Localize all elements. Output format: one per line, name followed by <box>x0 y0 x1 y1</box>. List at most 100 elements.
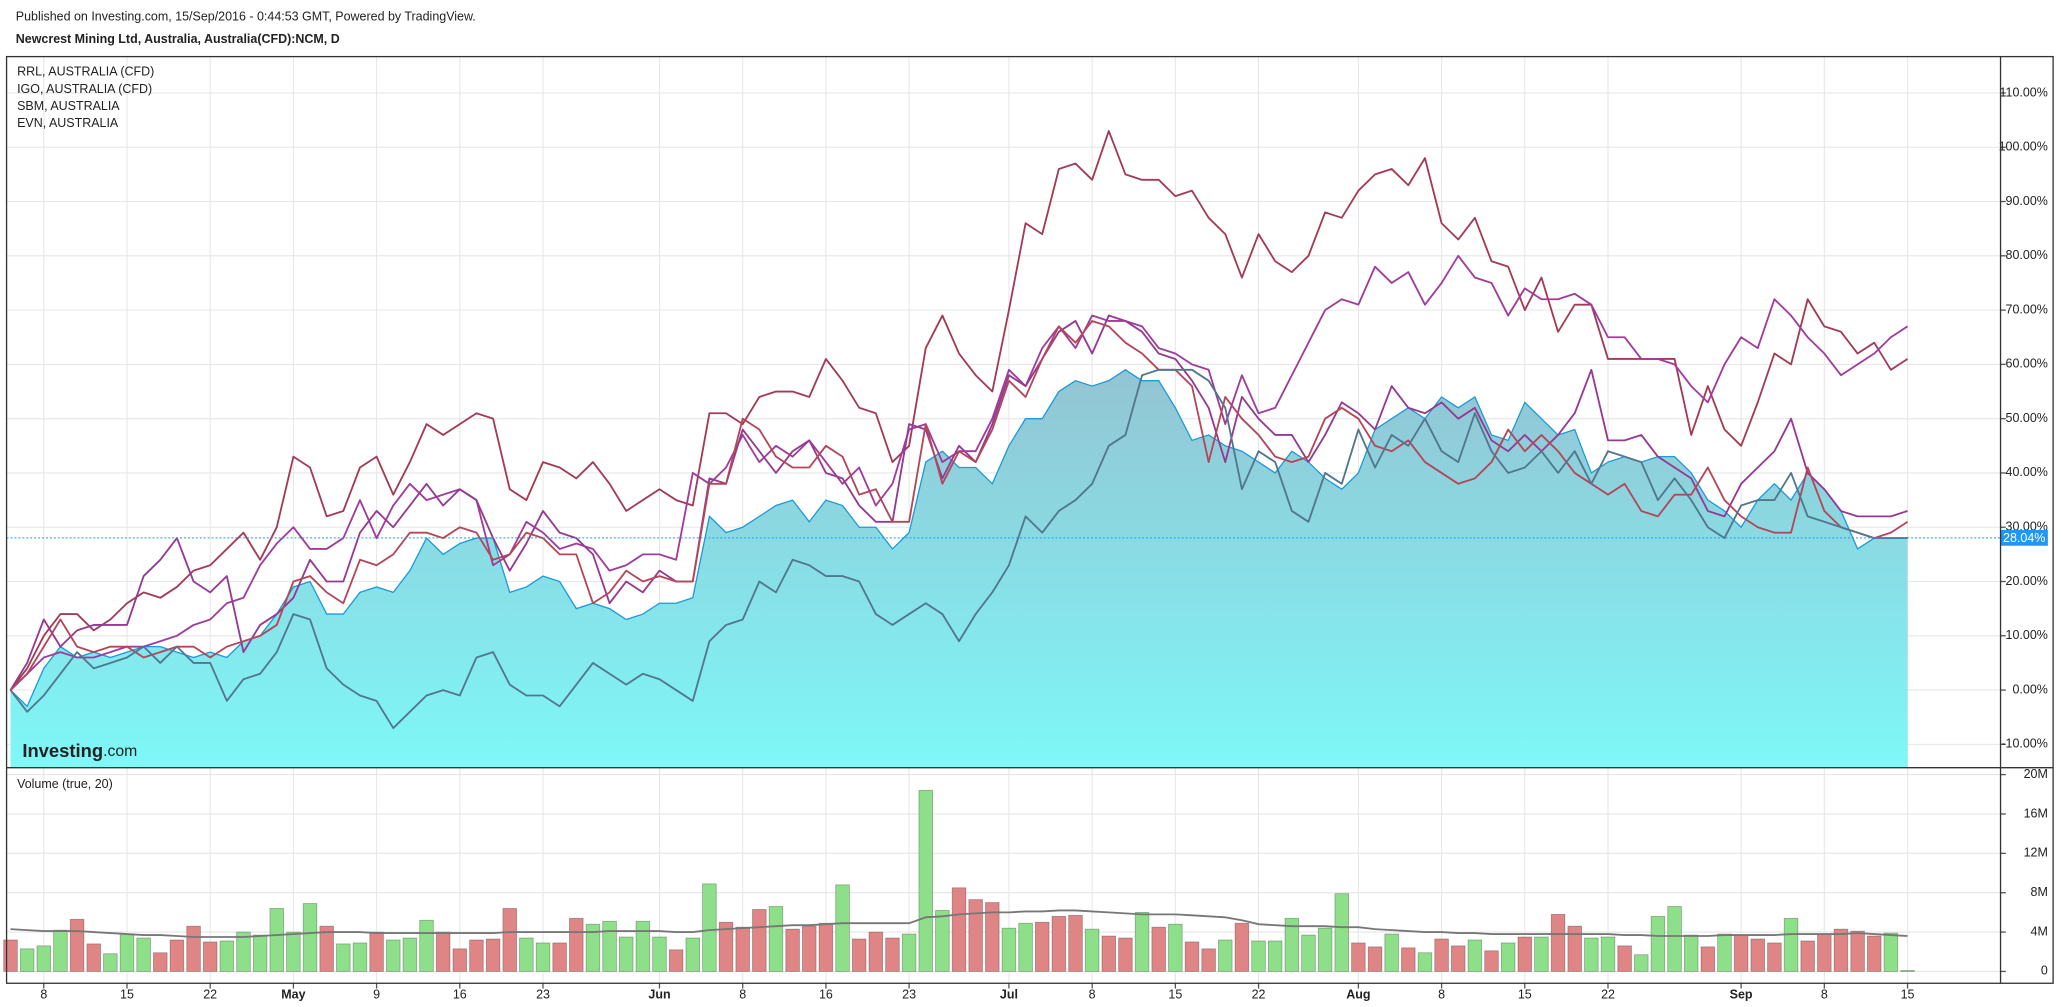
x-tick-label: Aug <box>1346 987 1370 1001</box>
y-tick-label: 60.00% <box>2006 357 2048 371</box>
volume-bar <box>386 939 401 972</box>
x-tick-label: 23 <box>902 987 916 1001</box>
volume-bar <box>1434 938 1449 972</box>
volume-bar <box>685 937 701 972</box>
volume-bar <box>219 940 235 972</box>
x-tick-label: Jul <box>1000 987 1018 1001</box>
volume-bar <box>635 920 651 972</box>
volume-bar <box>452 948 468 972</box>
volume-bar <box>818 922 834 972</box>
volume-bar <box>702 883 717 972</box>
legend-entry: IGO, AUSTRALIA (CFD) <box>17 82 152 96</box>
y-tick-label: 0.00% <box>2012 682 2047 696</box>
volume-bar <box>119 933 135 972</box>
volume-bar <box>1151 926 1166 972</box>
volume-bar <box>302 903 318 972</box>
volume-bar <box>718 921 734 972</box>
volume-bar <box>1334 893 1349 972</box>
x-tick-label: 8 <box>1089 987 1096 1001</box>
volume-bar <box>1234 922 1250 972</box>
volume-bar <box>885 937 900 972</box>
volume-bar <box>1467 939 1483 972</box>
volume-bar <box>485 938 501 972</box>
volume-bar <box>1018 922 1033 972</box>
volume-bar <box>1750 938 1765 972</box>
volume-bar <box>1484 950 1499 972</box>
volume-bar <box>1367 946 1383 972</box>
volume-bar <box>319 925 334 972</box>
y-tick-label: 10.00% <box>2006 628 2048 642</box>
volume-bar <box>1584 937 1599 972</box>
volume-bar <box>1567 925 1582 972</box>
x-tick-label: 16 <box>453 987 467 1001</box>
x-tick-label: 9 <box>373 987 380 1001</box>
volume-bar <box>1451 945 1466 972</box>
chart-title: Newcrest Mining Ltd, Australia, Australi… <box>16 32 340 46</box>
volume-bar <box>1134 911 1150 972</box>
logo: Investing.com <box>22 740 137 761</box>
volume-bar <box>1301 934 1316 972</box>
volume-bar <box>236 931 251 972</box>
volume-bar <box>1184 941 1200 972</box>
volume-bar <box>1251 940 1266 972</box>
y-tick-label: 20M <box>2024 767 2048 781</box>
volume-bar <box>602 920 617 972</box>
volume-bar <box>1800 940 1815 972</box>
y-tick-label: 90.00% <box>2006 194 2048 208</box>
y-tick-label: 100.00% <box>1999 140 2048 154</box>
y-tick-label: 50.00% <box>2006 411 2048 425</box>
volume-bar <box>1417 952 1433 972</box>
volume-bar <box>652 936 667 972</box>
volume-bar <box>103 953 118 972</box>
x-tick-label: 16 <box>819 987 833 1001</box>
volume-bar <box>1700 946 1716 972</box>
y-tick-label: 80.00% <box>2006 248 2048 262</box>
volume-bar <box>269 908 284 972</box>
y-tick-label: 12M <box>2024 846 2048 860</box>
x-tick-label: Jun <box>648 987 670 1001</box>
volume-bar <box>1034 921 1050 972</box>
volume-bar <box>1051 915 1067 972</box>
x-tick-label: 22 <box>203 987 217 1001</box>
volume-bar <box>153 952 168 972</box>
volume-bar <box>1517 936 1533 972</box>
volume-bar <box>252 934 268 972</box>
area-fill <box>10 369 1908 768</box>
volume-bar <box>918 789 933 972</box>
x-tick-label: 15 <box>120 987 134 1001</box>
x-tick-label: 23 <box>536 987 550 1001</box>
volume-bar <box>1650 915 1666 972</box>
y-tick-label: -10.00% <box>2001 737 2047 751</box>
published-note: Published on Investing.com, 15/Sep/2016 … <box>16 9 476 23</box>
y-tick-label: 20.00% <box>2006 574 2048 588</box>
volume-bar <box>1500 942 1516 972</box>
legend-entry: EVN, AUSTRALIA <box>17 116 119 130</box>
last-value-label: 28.04% <box>2003 531 2045 545</box>
volume-bar <box>19 948 35 972</box>
volume-bar <box>985 902 1000 972</box>
volume-bar <box>1317 927 1333 972</box>
volume-bar <box>851 938 867 972</box>
volume-bar <box>901 933 917 972</box>
volume-bar <box>1833 928 1849 972</box>
volume-bar <box>768 906 784 972</box>
volume-bar <box>1201 948 1216 972</box>
volume-bar <box>535 942 551 972</box>
volume-bar <box>352 942 368 972</box>
volume-bar <box>569 917 584 972</box>
volume-bar <box>1068 914 1083 972</box>
volume-bar <box>186 925 201 972</box>
volume-bar <box>1683 934 1699 972</box>
volume-bar <box>1783 917 1799 972</box>
volume-bar <box>36 945 52 972</box>
volume-average <box>10 909 1908 938</box>
volume-bar <box>202 941 218 972</box>
volume-bar <box>419 919 434 972</box>
y-tick-label: 4M <box>2031 924 2048 938</box>
area-line <box>10 369 1908 708</box>
volume-bar <box>1284 917 1300 972</box>
x-tick-label: 8 <box>739 987 746 1001</box>
volume-bar <box>1084 928 1100 972</box>
volume-bar <box>3 939 18 972</box>
